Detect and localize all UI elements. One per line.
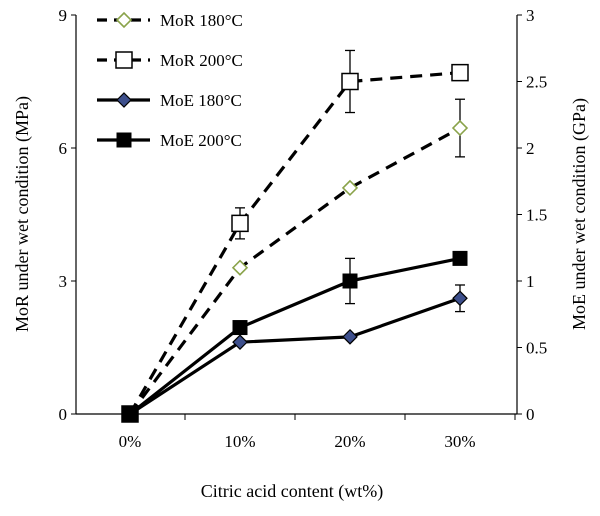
y-right-tick-label: 0: [526, 405, 535, 424]
data-point: [341, 72, 359, 91]
legend-label: MoR 180°C: [160, 11, 243, 30]
y-right-tick-label: 2.5: [526, 73, 547, 92]
y-right-tick-label: 3: [526, 6, 535, 25]
data-point: [115, 11, 133, 29]
series-line: [129, 296, 461, 416]
data-point: [342, 329, 358, 345]
y-axis-left-title: MoR under wet condition (MPa): [12, 96, 33, 332]
data-point: [342, 273, 358, 289]
x-tick-label: 10%: [224, 432, 255, 451]
y-right-tick-label: 0.5: [526, 339, 547, 358]
data-point: [451, 63, 469, 82]
legend-item: MoE 200°C: [97, 131, 242, 150]
series-line: [129, 256, 461, 416]
legend-label: MoE 200°C: [160, 131, 242, 150]
data-point: [232, 334, 248, 351]
y-left-tick-label: 6: [59, 139, 68, 158]
legend: MoR 180°C MoR 200°C MoE 180°C MoE 200°C: [97, 11, 243, 150]
y-left-tick-label: 3: [59, 272, 68, 291]
y-left-tick-label: 0: [59, 405, 68, 424]
data-point: [116, 132, 132, 148]
legend-item: MoE 180°C: [97, 91, 242, 110]
y-left-tick-label: 9: [59, 6, 68, 25]
series-line: [128, 71, 461, 415]
data-point: [341, 179, 359, 197]
series-moe-200-c: [122, 250, 468, 422]
data-point: [115, 51, 133, 69]
data-point: [231, 214, 249, 233]
data-point: [232, 320, 248, 336]
legend-item: MoR 200°C: [97, 51, 243, 70]
data-point: [116, 92, 132, 108]
x-tick-label: 20%: [334, 432, 365, 451]
data-point: [452, 290, 468, 307]
data-point: [452, 250, 468, 266]
x-tick-label: 30%: [444, 432, 475, 451]
y-axis-right-title: MoE under wet condition (GPa): [569, 98, 590, 330]
series-line: [128, 126, 461, 415]
legend-item: MoR 180°C: [97, 11, 243, 30]
y-right-tick-label: 2: [526, 139, 535, 158]
legend-label: MoR 200°C: [160, 51, 243, 70]
series-layer: [121, 49, 469, 423]
x-axis-title: Citric acid content (wt%): [201, 481, 383, 502]
data-point: [451, 119, 469, 137]
y-right-tick-label: 1: [526, 272, 535, 291]
data-point: [231, 259, 249, 276]
legend-label: MoE 180°C: [160, 91, 242, 110]
x-tick-label: 0%: [119, 432, 142, 451]
data-point: [122, 406, 138, 422]
y-right-tick-label: 1.5: [526, 206, 547, 225]
